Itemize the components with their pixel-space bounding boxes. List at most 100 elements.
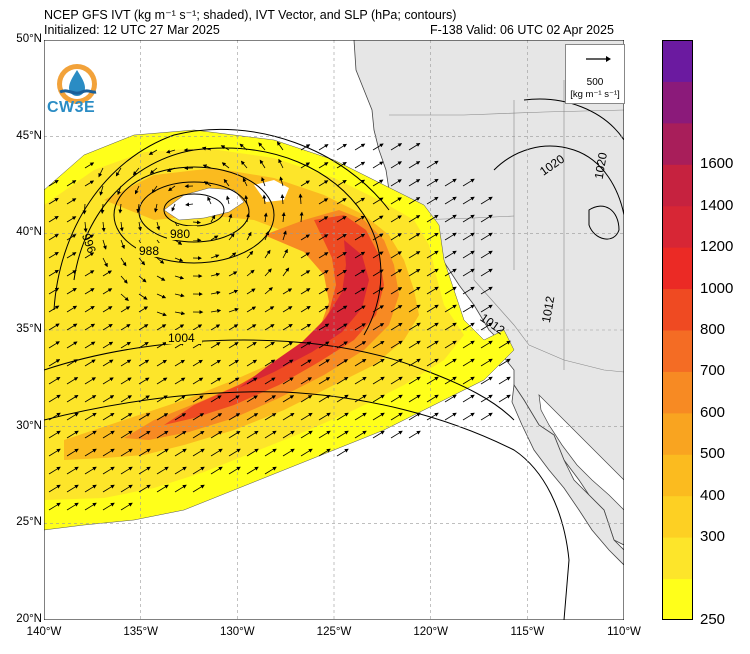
- ivt-vector-arrow: [156, 448, 169, 457]
- ivt-vector-arrow: [264, 341, 275, 349]
- ivt-vector-arrow: [171, 203, 176, 212]
- colorbar-label: 700: [700, 362, 726, 380]
- ivt-vector-arrow: [210, 272, 221, 277]
- ivt-vector-arrow: [138, 257, 146, 266]
- ivt-vector-arrow: [156, 221, 161, 231]
- ivt-vector-arrow: [300, 430, 313, 439]
- ivt-vector-arrow: [156, 413, 169, 421]
- ivt-vector-arrow: [426, 232, 439, 241]
- longitude-tick-label: 115°W: [510, 626, 545, 638]
- ivt-vector-arrow: [318, 216, 329, 223]
- ivt-vector-arrow: [426, 340, 439, 349]
- ivt-vector-arrow: [282, 248, 288, 259]
- colorbar-segment: [662, 40, 693, 82]
- ivt-vector-arrow: [66, 359, 78, 367]
- ivt-vector-arrow: [390, 358, 403, 367]
- ivt-vector-arrow: [444, 340, 457, 349]
- ivt-vector-arrow: [372, 394, 385, 403]
- ivt-vector-arrow: [300, 341, 312, 349]
- ivt-vector-arrow: [48, 412, 61, 421]
- ivt-vector-arrow: [120, 448, 133, 457]
- ivt-vector-arrow: [408, 142, 421, 151]
- ivt-vector-arrow: [336, 305, 348, 313]
- ivt-vector-arrow: [84, 377, 96, 385]
- ivt-vector-arrow: [318, 287, 329, 295]
- ivt-vector-arrow: [408, 251, 421, 259]
- gulf-of-california: [538, 394, 624, 511]
- ivt-vector-arrow: [66, 484, 79, 493]
- ivt-vector-arrow: [66, 502, 79, 511]
- colorbar: [662, 40, 693, 620]
- ivt-vector-arrow: [138, 484, 151, 493]
- ivt-vector-arrow: [444, 214, 457, 223]
- ivt-vector-arrow: [318, 430, 331, 439]
- ivt-vector-arrow: [390, 287, 403, 295]
- ivt-vector-arrow: [48, 323, 60, 331]
- ivt-vector-arrow: [300, 395, 313, 403]
- colorbar-label: 400: [700, 486, 726, 504]
- ivt-vector-arrow: [444, 268, 457, 277]
- ivt-vector-arrow: [462, 232, 475, 241]
- ivt-vector-arrow: [192, 466, 205, 475]
- ivt-vector-arrow: [66, 287, 77, 295]
- ivt-vector-arrow: [408, 268, 421, 277]
- ivt-vector-arrow: [174, 466, 187, 475]
- longitude-tick-label: 125°W: [316, 626, 352, 638]
- ivt-map: 980 988 996 1004 1012 1012 1020 1020: [44, 40, 624, 620]
- ivt-vector-arrow: [336, 233, 347, 241]
- ivt-vector-arrow: [462, 286, 475, 295]
- ivt-vector-arrow: [228, 307, 239, 313]
- ivt-vector-arrow: [120, 377, 132, 385]
- ivt-vector-arrow: [246, 466, 259, 475]
- ivt-vector-arrow: [444, 412, 457, 421]
- ivt-vector-arrow: [372, 376, 385, 385]
- ivt-vector-arrow: [101, 221, 106, 232]
- ivt-vector-arrow: [102, 323, 113, 331]
- ivt-vector-arrow: [282, 395, 295, 403]
- ivt-vector-arrow: [300, 448, 313, 457]
- ivt-vector-arrow: [298, 193, 303, 205]
- ivt-vector-arrow: [408, 197, 421, 205]
- ivt-vector-arrow: [48, 448, 61, 457]
- ivt-vector-arrow: [174, 324, 185, 331]
- ivt-vector-arrow: [120, 306, 131, 313]
- ivt-vector-arrow: [390, 412, 403, 421]
- ivt-vector-arrow: [498, 358, 511, 367]
- ivt-vector-arrow: [282, 359, 294, 367]
- ivt-vector-arrow: [262, 194, 267, 205]
- map-title: NCEP GFS IVT (kg m⁻¹ s⁻¹; shaded), IVT V…: [44, 8, 457, 22]
- ivt-vector-arrow: [48, 430, 61, 439]
- longitude-tick-label: 120°W: [413, 626, 448, 638]
- ivt-vector-arrow: [120, 324, 131, 331]
- ivt-vector-arrow: [120, 413, 133, 421]
- colorbar-segment: [662, 122, 693, 165]
- ivt-vector-arrow: [156, 359, 167, 367]
- ivt-vector-arrow: [498, 376, 511, 385]
- ivt-vector-arrow: [66, 252, 77, 259]
- colorbar-segment: [662, 495, 693, 538]
- ivt-vector-arrow: [336, 323, 348, 331]
- reference-vector-units: [kg m⁻¹ s⁻¹]: [570, 89, 620, 100]
- ivt-vector-arrow: [84, 448, 97, 457]
- ivt-vector-arrow: [426, 358, 439, 367]
- colorbar-label: 1400: [700, 196, 734, 214]
- ivt-vector-arrow: [84, 466, 97, 475]
- ivt-vector-arrow: [390, 430, 403, 439]
- ivt-vector-arrow: [354, 233, 366, 241]
- ivt-vector-arrow: [444, 304, 457, 313]
- latitude-tick-label: 30°N: [16, 419, 42, 432]
- ivt-vector-arrow: [281, 212, 286, 223]
- ivt-vector-arrow: [84, 323, 96, 331]
- ivt-vector-arrow: [264, 466, 277, 475]
- ivt-vector-arrow: [480, 304, 493, 313]
- ivt-vector-arrow: [300, 162, 311, 169]
- ivt-vector-arrow: [166, 149, 176, 154]
- ivt-vector-arrow: [336, 430, 349, 439]
- ivt-vector-arrow: [336, 412, 349, 421]
- ivt-vector-arrow: [480, 286, 493, 295]
- ivt-vector-arrow: [264, 230, 269, 241]
- reference-vector-value: 500: [586, 77, 604, 88]
- ivt-vector-arrow: [221, 162, 230, 169]
- ivt-vector-arrow: [174, 293, 185, 298]
- ivt-vector-arrow: [480, 340, 493, 349]
